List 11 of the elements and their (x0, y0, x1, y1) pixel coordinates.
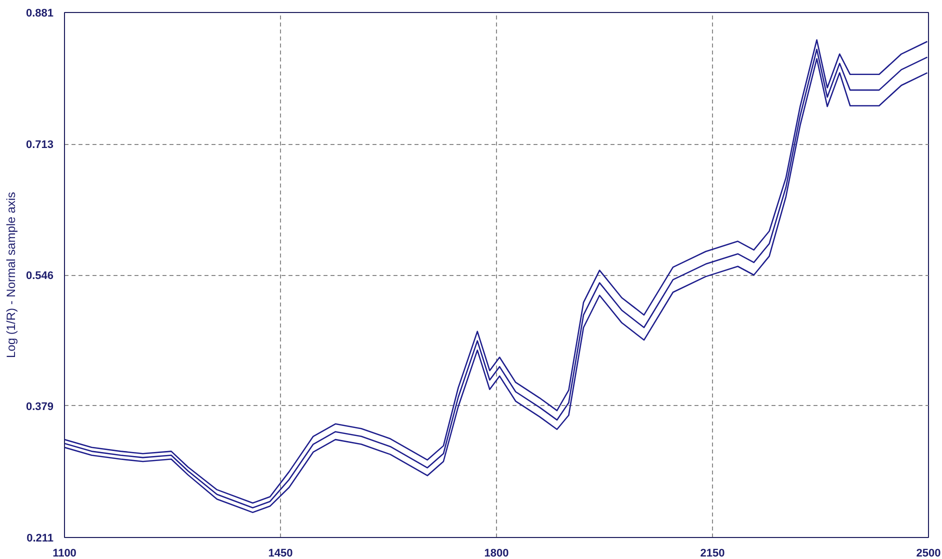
y-tick-label: 0.546 (26, 270, 54, 282)
x-tick-label: 2500 (916, 548, 941, 559)
y-axis-title: Log (1/R) - Normal sample axis (4, 192, 18, 358)
y-tick-label: 0.881 (26, 8, 54, 20)
y-tick-label: 0.211 (26, 532, 54, 544)
x-tick-label: 2150 (700, 548, 725, 559)
x-tick-label: 1450 (268, 548, 293, 559)
x-tick-label: 1800 (484, 548, 509, 559)
x-tick-label: 1100 (52, 548, 76, 559)
y-tick-label: 0.713 (26, 139, 54, 152)
y-tick-label: 0.379 (26, 400, 54, 413)
